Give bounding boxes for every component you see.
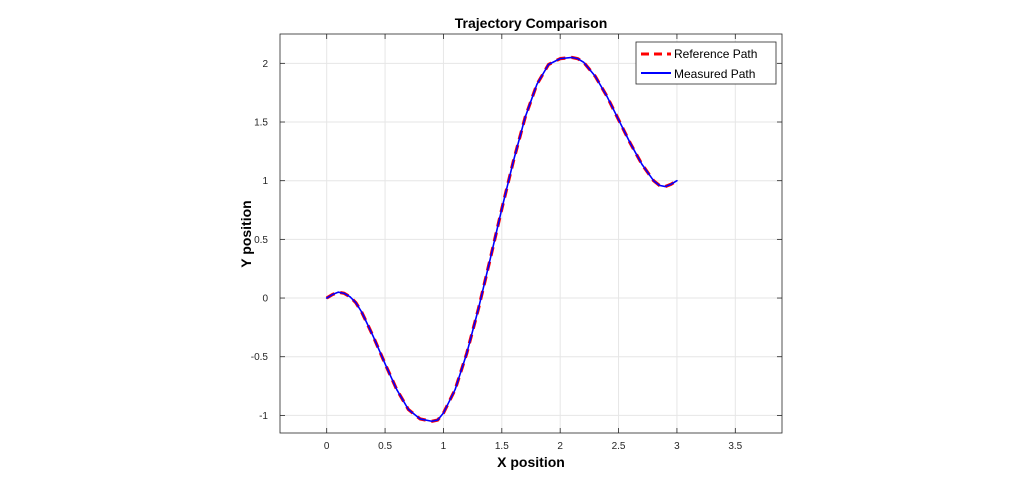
- x-axis-label: X position: [497, 454, 565, 470]
- x-tick-label: 2: [557, 441, 563, 452]
- grid: [280, 34, 782, 433]
- chart-title: Trajectory Comparison: [455, 15, 608, 31]
- x-tick-label: 1: [441, 441, 447, 452]
- ticks: [280, 34, 782, 433]
- x-tick-label: 2.5: [612, 441, 626, 452]
- series-line-measured: [325, 56, 678, 423]
- legend: Reference Path Measured Path: [635, 41, 777, 85]
- tick-labels: 0 0.5 1 1.5 2 2.5 3 3.5 -1 -0.5 0 0.5 1 1.5 2: [251, 59, 743, 452]
- x-tick-label: 0.5: [378, 441, 392, 452]
- series-lines: [325, 55, 678, 423]
- y-tick-label: 0.5: [254, 235, 268, 246]
- y-axis-label: Y position: [238, 200, 254, 267]
- y-tick-label: 1: [262, 176, 268, 187]
- axes-box: [279, 33, 783, 434]
- y-tick-label: -0.5: [251, 352, 269, 363]
- y-tick-label: 2: [262, 59, 268, 70]
- x-tick-label: 1.5: [495, 441, 509, 452]
- y-tick-label: -1: [259, 411, 268, 422]
- plot-area: [280, 34, 782, 433]
- x-tick-label: 0: [324, 441, 330, 452]
- x-tick-label: 3.5: [728, 441, 742, 452]
- legend-box: [635, 41, 777, 85]
- x-tick-label: 3: [674, 441, 680, 452]
- legend-label-measured: Measured Path: [674, 67, 755, 81]
- y-tick-label: 0: [262, 294, 268, 305]
- y-tick-label: 1.5: [254, 118, 268, 129]
- legend-label-reference: Reference Path: [674, 47, 757, 61]
